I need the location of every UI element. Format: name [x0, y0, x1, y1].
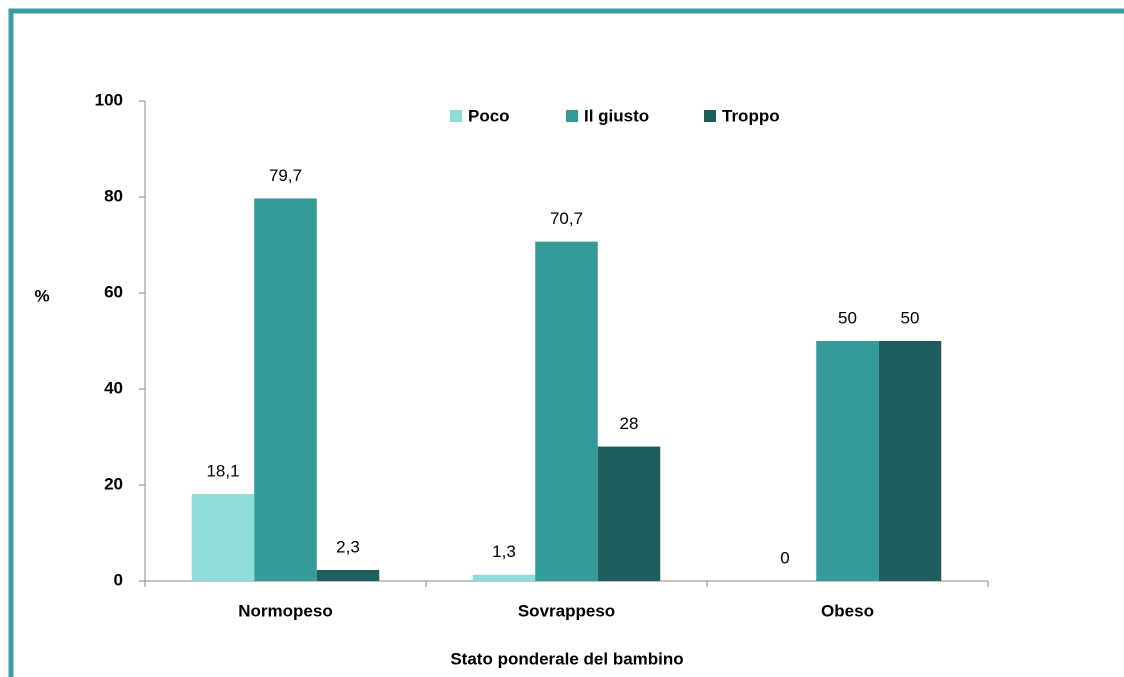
bar: [878, 341, 942, 581]
bar: [597, 446, 661, 581]
y-tick-label: 60: [104, 282, 123, 301]
y-tick-label: 0: [114, 570, 123, 589]
frame: [8, 8, 1124, 677]
x-tick-label: Sovrappeso: [518, 601, 615, 620]
y-tick-label: 20: [104, 474, 123, 493]
data-label: 1,3: [492, 542, 516, 561]
legend-label: Poco: [468, 106, 510, 125]
bar: [191, 494, 255, 581]
y-axis-label: %: [34, 286, 49, 305]
bar: [816, 341, 879, 581]
data-label: 0: [780, 548, 789, 567]
legend-swatch: [450, 110, 462, 122]
data-label: 50: [901, 308, 920, 327]
legend-label: Troppo: [722, 106, 780, 125]
legend-label: Il giusto: [584, 106, 649, 125]
data-label: 2,3: [336, 537, 360, 556]
x-tick-label: Obeso: [821, 601, 874, 620]
bar: [535, 241, 598, 581]
x-tick-label: Normopeso: [238, 601, 332, 620]
y-tick-label: 80: [104, 186, 123, 205]
bar: [316, 569, 380, 581]
legend-swatch: [704, 110, 716, 122]
y-tick-label: 40: [104, 378, 123, 397]
data-label: 70,7: [550, 209, 583, 228]
data-label: 28: [620, 414, 639, 433]
data-label: 79,7: [269, 166, 302, 185]
legend-swatch: [566, 110, 578, 122]
x-axis-label: Stato ponderale del bambino: [450, 649, 683, 668]
data-label: 18,1: [206, 462, 239, 481]
bar: [254, 198, 317, 581]
y-tick-label: 100: [95, 90, 123, 109]
bar: [472, 574, 536, 581]
data-label: 50: [838, 308, 857, 327]
